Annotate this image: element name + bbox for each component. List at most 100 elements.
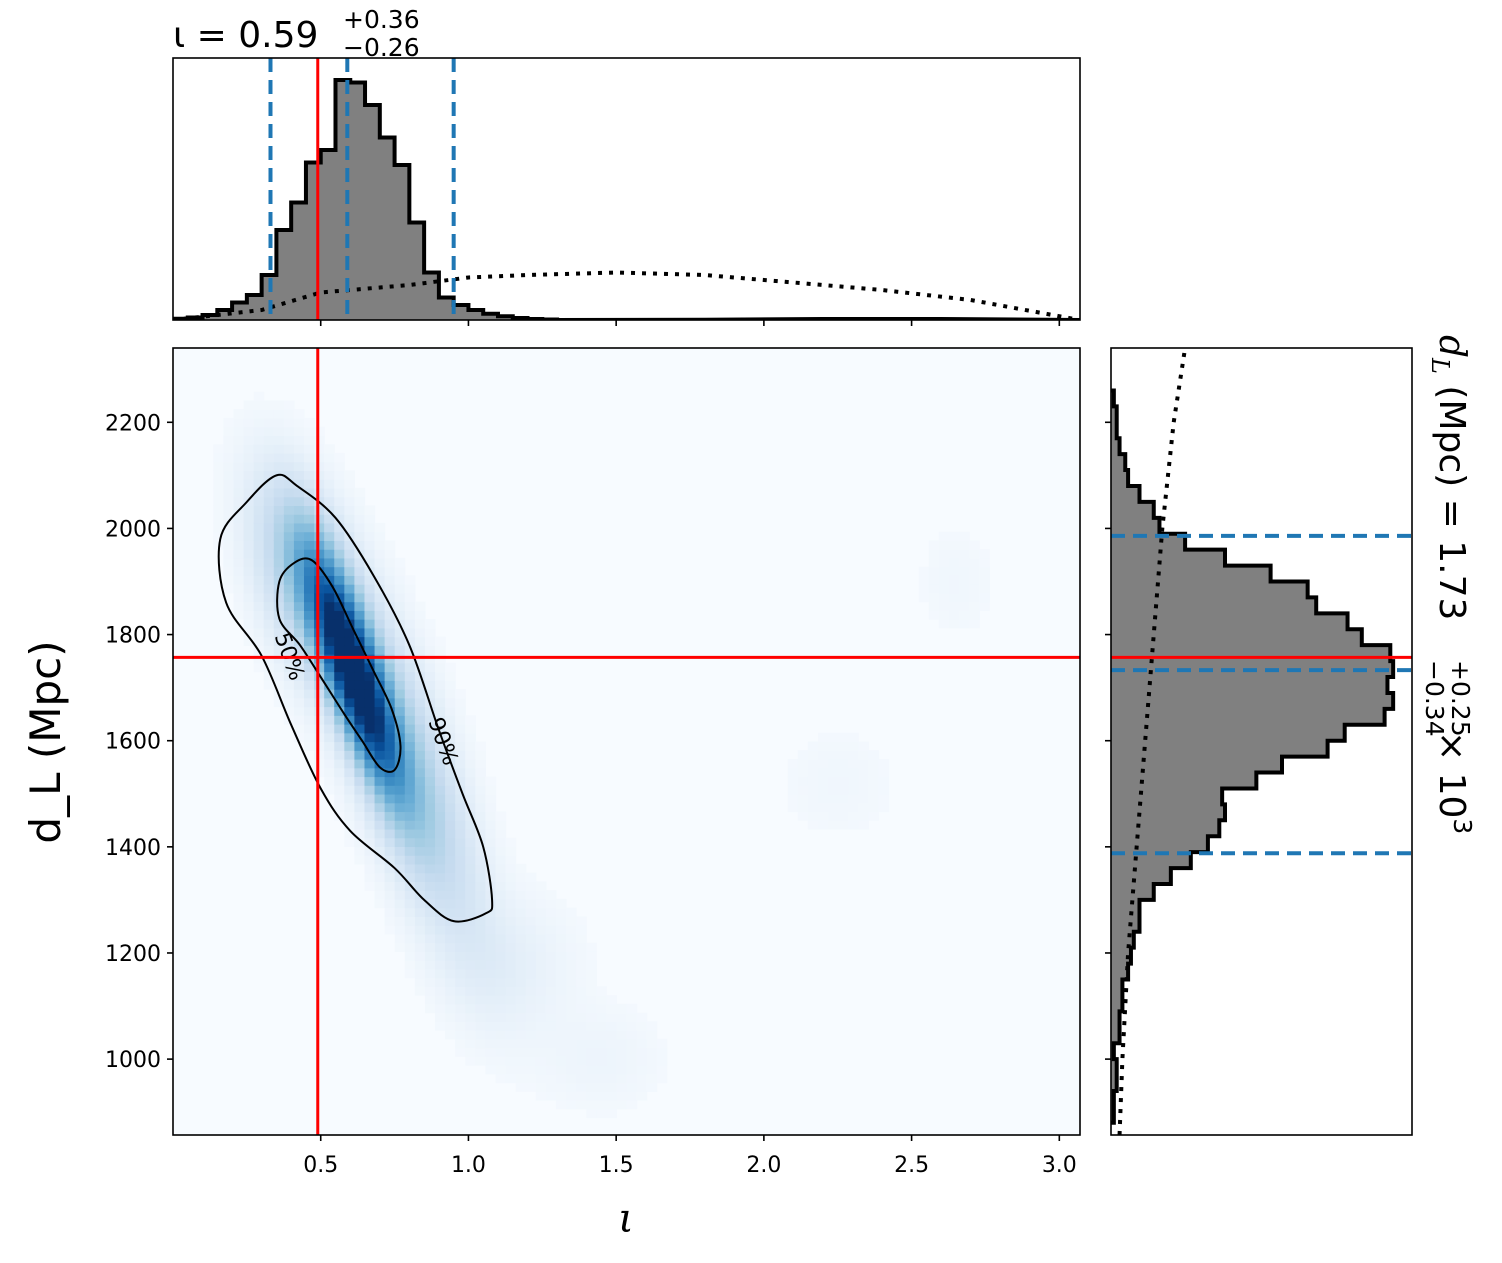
density-cell: [293, 592, 305, 603]
density-cell: [293, 505, 305, 515]
density-cell: [324, 540, 335, 550]
density-cell: [828, 741, 839, 751]
density-cell: [404, 645, 416, 655]
density-cell: [797, 767, 809, 778]
density-cell: [445, 767, 456, 778]
density-cell: [394, 846, 406, 856]
density-cell: [435, 898, 446, 909]
density-cell: [354, 724, 366, 734]
density-cell: [334, 496, 345, 506]
density-cell: [475, 898, 487, 909]
density-cell: [394, 706, 406, 716]
density-cell: [465, 933, 476, 944]
density-cell: [475, 960, 487, 970]
density-cell: [344, 645, 355, 655]
density-cell: [304, 619, 315, 629]
density-cell: [817, 758, 829, 769]
density-cell: [364, 549, 376, 559]
main-y-tick-label-1: 1200: [105, 942, 161, 967]
density-cell: [364, 636, 376, 646]
density-cell: [948, 540, 960, 550]
density-cell: [424, 715, 436, 725]
density-cell: [445, 863, 456, 874]
density-cell: [515, 942, 527, 952]
density-cell: [566, 1003, 577, 1014]
density-cell: [233, 514, 245, 524]
density-cell: [253, 540, 265, 550]
density-cell: [283, 549, 295, 559]
density-cell: [465, 951, 476, 961]
density-cell: [656, 1056, 668, 1066]
density-cell: [424, 811, 436, 821]
density-cell: [515, 898, 527, 909]
density-cell: [435, 636, 446, 646]
density-cell: [283, 540, 295, 550]
density-cell: [273, 514, 285, 524]
density-cell: [626, 1003, 638, 1014]
density-cell: [535, 916, 547, 926]
density-cell: [435, 855, 446, 865]
density-cell: [535, 1091, 547, 1101]
density-cell: [817, 750, 829, 760]
density-cell: [525, 898, 537, 909]
density-cell: [404, 715, 416, 725]
density-cell: [304, 531, 315, 541]
density-cell: [435, 758, 446, 769]
density-cell: [545, 925, 557, 935]
density-cell: [424, 951, 436, 961]
density-cell: [576, 995, 587, 1005]
density-cell: [495, 960, 507, 970]
density-cell: [374, 863, 386, 874]
density-cell: [233, 444, 245, 454]
density-cell: [384, 872, 396, 883]
density-cell: [263, 680, 275, 690]
density-cell: [334, 697, 345, 708]
top-panel-x-ticks: [319, 320, 1061, 326]
density-cell: [525, 890, 537, 900]
density-cell: [293, 697, 305, 708]
density-cell: [979, 566, 990, 576]
density-cell: [515, 968, 527, 979]
density-cell: [465, 925, 476, 935]
density-cell: [233, 566, 245, 576]
density-cell: [314, 435, 325, 445]
density-cell: [838, 758, 849, 769]
density-cell: [475, 863, 487, 874]
density-cell: [465, 890, 476, 900]
density-cell: [233, 409, 245, 419]
density-cell: [545, 907, 557, 917]
density-cell: [485, 863, 497, 874]
density-cell: [334, 689, 345, 699]
density-cell: [636, 1012, 648, 1022]
density-cell: [465, 837, 476, 848]
density-cell: [384, 540, 396, 550]
density-cell: [314, 522, 325, 533]
density-cell: [848, 802, 859, 813]
density-cell: [828, 793, 839, 804]
density-cell: [807, 802, 819, 813]
density-cell: [364, 584, 376, 594]
density-cell: [344, 758, 355, 769]
density-cell: [293, 435, 305, 445]
density-cell: [384, 750, 396, 760]
density-cell: [364, 724, 376, 734]
density-cell: [304, 540, 315, 550]
density-cell: [838, 767, 849, 778]
density-cell: [273, 619, 285, 629]
density-cell: [263, 400, 275, 410]
density-cell: [515, 977, 527, 987]
density-cell: [505, 837, 517, 848]
density-cell: [394, 890, 406, 900]
density-cell: [404, 828, 416, 839]
density-cell: [455, 872, 466, 883]
density-cell: [848, 820, 859, 830]
density-cell: [646, 1056, 658, 1066]
density-cell: [283, 426, 295, 437]
density-cell: [253, 575, 265, 585]
density-cell: [263, 575, 275, 585]
density-cell: [424, 662, 436, 673]
density-cell: [586, 1091, 597, 1101]
density-cell: [918, 584, 930, 594]
density-cell: [314, 426, 325, 437]
density-cell: [545, 1003, 557, 1014]
